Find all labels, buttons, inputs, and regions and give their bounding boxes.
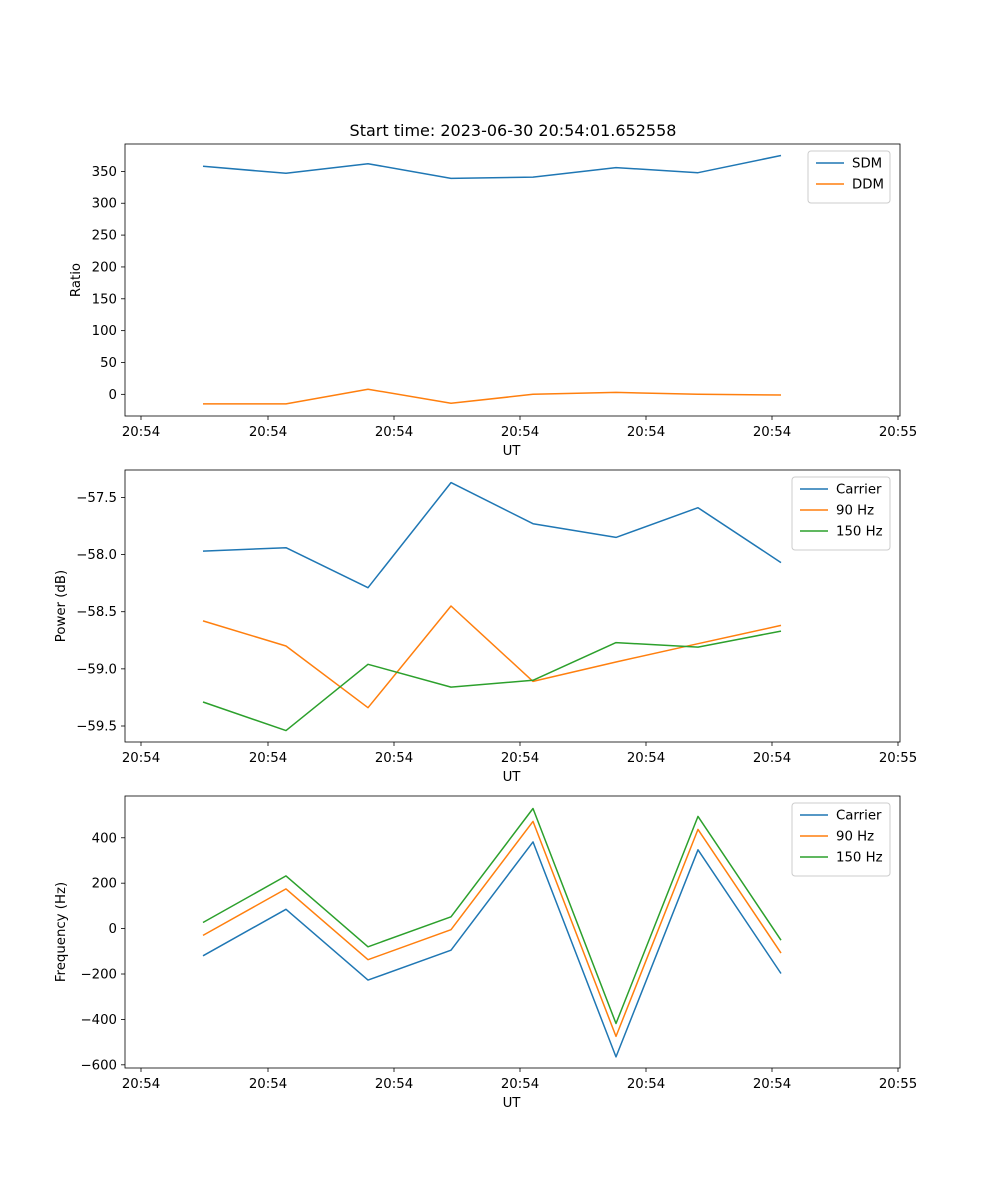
- series-line-150-hz: [202, 630, 782, 732]
- x-tick-label: 20:54: [249, 425, 287, 440]
- x-tick-label: 20:54: [753, 1077, 791, 1092]
- y-tick-label: −58.5: [76, 605, 117, 620]
- x-axis-label: UT: [503, 770, 522, 785]
- y-tick-label: −600: [80, 1058, 117, 1073]
- legend: Carrier 90 Hz 150 Hz: [791, 802, 891, 877]
- chart-panel-2: 20:54 20:54 20:54 20:54 20:54 20:54 20:55 −59.5…: [54, 469, 917, 785]
- y-tick-label: 50: [100, 356, 117, 371]
- axes-frame: [124, 143, 901, 417]
- x-tick-label: 20:54: [627, 1077, 665, 1092]
- y-tick-label: −200: [80, 968, 117, 983]
- y-tick-label: 300: [92, 197, 117, 212]
- x-tick-label: 20:54: [122, 1077, 160, 1092]
- x-tick-label: 20:54: [627, 425, 665, 440]
- y-tick-label: 200: [92, 260, 117, 275]
- y-tick-label: 400: [92, 831, 117, 846]
- legend-label: 150 Hz: [836, 851, 883, 866]
- series-line-carrier: [202, 841, 782, 1058]
- series-line-ddm: [203, 388, 782, 405]
- x-tick-label: 20:54: [249, 751, 287, 766]
- y-tick-label: −57.5: [76, 491, 117, 506]
- y-tick-label: 0: [109, 922, 117, 937]
- x-tick-label: 20:55: [879, 425, 917, 440]
- y-axis-label: Ratio: [69, 263, 84, 297]
- x-tick-label: 20:54: [375, 425, 413, 440]
- x-axis-label: UT: [503, 444, 522, 459]
- y-tick-label: 200: [92, 877, 117, 892]
- chart-panels: 20:54 20:54 20:54 20:54 20:54 20:54 20:55 0 50 10…: [54, 143, 917, 1111]
- x-tick-label: 20:54: [501, 1077, 539, 1092]
- x-tick-label: 20:55: [879, 751, 917, 766]
- series-line-90-hz: [202, 605, 782, 709]
- x-axis-label: UT: [503, 1096, 522, 1111]
- x-tick-label: 20:54: [375, 751, 413, 766]
- chart-panel-3: 20:54 20:54 20:54 20:54 20:54 20:54 20:55 −600 −…: [54, 795, 917, 1111]
- y-tick-label: −58.0: [76, 548, 117, 563]
- x-tick-label: 20:54: [627, 751, 665, 766]
- series-line-150-hz: [202, 807, 782, 1025]
- legend-label: SDM: [852, 157, 882, 172]
- legend: SDM DDM: [807, 150, 891, 204]
- series-line-90-hz: [202, 820, 782, 1038]
- series-line-sdm: [202, 154, 782, 180]
- x-tick-label: 20:54: [375, 1077, 413, 1092]
- x-tick-label: 20:54: [753, 425, 791, 440]
- figure-title: Start time: 2023-06-30 20:54:01.652558: [350, 121, 677, 140]
- y-tick-label: 0: [109, 388, 117, 403]
- legend-label: 90 Hz: [836, 830, 874, 845]
- series-line-carrier: [202, 481, 782, 589]
- y-tick-label: 150: [92, 292, 117, 307]
- chart-panel-1: 20:54 20:54 20:54 20:54 20:54 20:54 20:55 0 50 10…: [69, 143, 917, 459]
- legend-label: Carrier: [836, 483, 882, 498]
- y-tick-label: 350: [92, 165, 117, 180]
- x-tick-label: 20:54: [122, 425, 160, 440]
- y-axis-label: Frequency (Hz): [54, 882, 69, 982]
- axes-frame: [124, 795, 901, 1069]
- y-tick-label: 100: [92, 324, 117, 339]
- x-tick-label: 20:54: [753, 751, 791, 766]
- legend: Carrier 90 Hz 150 Hz: [791, 476, 891, 551]
- legend-label: 90 Hz: [836, 504, 874, 519]
- x-tick-label: 20:54: [122, 751, 160, 766]
- legend-label: Carrier: [836, 809, 882, 824]
- x-tick-label: 20:55: [879, 1077, 917, 1092]
- y-axis-label: Power (dB): [54, 570, 69, 642]
- legend-box: [807, 150, 891, 204]
- x-tick-label: 20:54: [249, 1077, 287, 1092]
- x-tick-label: 20:54: [501, 425, 539, 440]
- y-tick-label: −400: [80, 1013, 117, 1028]
- y-tick-label: 250: [92, 229, 117, 244]
- legend-label: DDM: [852, 178, 884, 193]
- y-tick-label: −59.0: [76, 662, 117, 677]
- x-tick-label: 20:54: [501, 751, 539, 766]
- legend-label: 150 Hz: [836, 525, 883, 540]
- y-tick-label: −59.5: [76, 720, 117, 735]
- axes-frame: [124, 469, 901, 743]
